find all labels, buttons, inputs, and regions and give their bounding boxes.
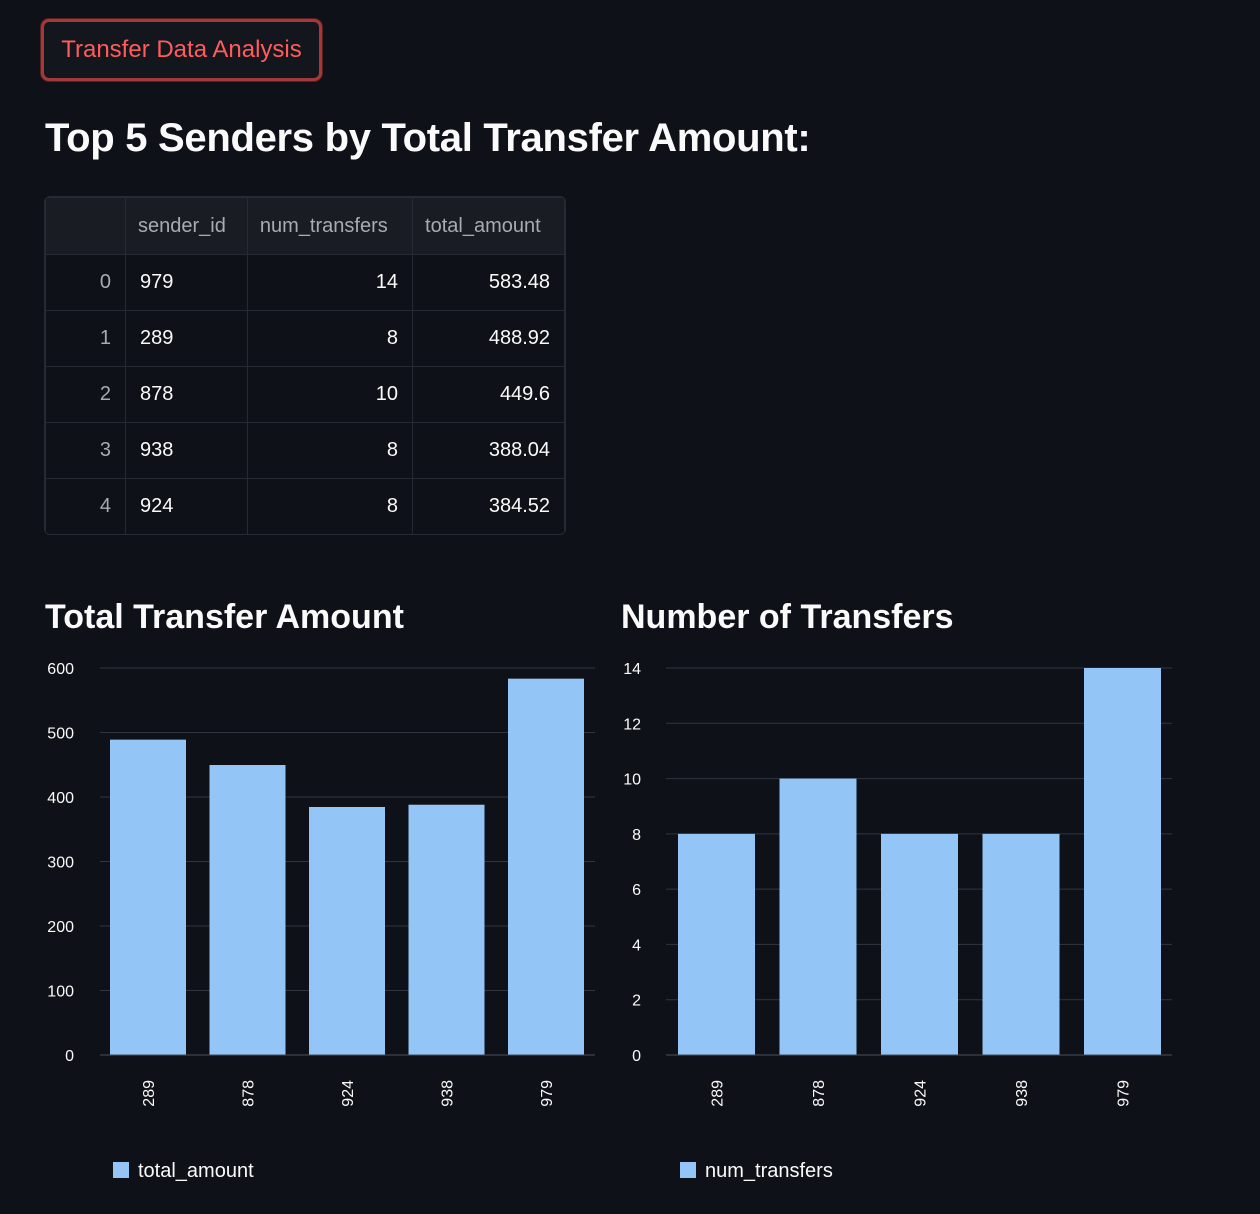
row-index: 1 bbox=[45, 310, 126, 367]
amount-chart-title: Total Transfer Amount bbox=[45, 598, 404, 636]
x-tick-label: 878 bbox=[811, 1080, 828, 1107]
bar bbox=[982, 833, 1060, 1055]
y-tick-label: 500 bbox=[47, 726, 74, 743]
senders-table[interactable]: sender_id num_transfers total_amount 0 9… bbox=[44, 196, 566, 535]
row-index: 4 bbox=[45, 478, 126, 534]
bar bbox=[309, 806, 385, 1055]
table-row[interactable]: 2 878 10 449.6 bbox=[45, 366, 565, 423]
x-tick-label: 289 bbox=[141, 1080, 158, 1107]
sender-id-cell[interactable]: 938 bbox=[125, 422, 248, 479]
y-tick-label: 14 bbox=[623, 661, 641, 678]
total-amount-cell[interactable]: 384.52 bbox=[412, 478, 565, 534]
row-index: 2 bbox=[45, 366, 126, 423]
total-amount-cell[interactable]: 388.04 bbox=[412, 422, 565, 479]
count-chart-title: Number of Transfers bbox=[621, 598, 954, 636]
num-transfers-cell[interactable]: 8 bbox=[246, 422, 414, 479]
num-transfers-cell[interactable]: 8 bbox=[246, 310, 414, 367]
bar bbox=[779, 778, 857, 1055]
table-row[interactable]: 3 938 8 388.04 bbox=[45, 422, 565, 479]
y-tick-label: 6 bbox=[632, 882, 641, 899]
x-tick-label: 979 bbox=[1116, 1080, 1133, 1107]
sender-id-cell[interactable]: 924 bbox=[125, 478, 248, 534]
x-tick-label: 924 bbox=[340, 1080, 357, 1107]
total-amount-cell[interactable]: 583.48 bbox=[412, 254, 565, 311]
y-tick-label: 300 bbox=[47, 855, 74, 872]
y-tick-label: 12 bbox=[623, 716, 641, 733]
column-header-index[interactable] bbox=[45, 197, 126, 255]
total-amount-cell[interactable]: 449.6 bbox=[412, 366, 565, 423]
legend-swatch bbox=[113, 1162, 129, 1178]
bar bbox=[678, 833, 755, 1055]
sender-id-cell[interactable]: 979 bbox=[125, 254, 248, 311]
y-tick-label: 100 bbox=[47, 984, 74, 1001]
bar bbox=[408, 804, 485, 1055]
page-title: Top 5 Senders by Total Transfer Amount: bbox=[45, 116, 811, 160]
bar bbox=[209, 765, 286, 1055]
y-tick-label: 0 bbox=[65, 1048, 74, 1065]
x-tick-label: 938 bbox=[1014, 1080, 1031, 1107]
num-transfers-cell[interactable]: 10 bbox=[246, 366, 414, 423]
sender-id-cell[interactable]: 289 bbox=[125, 310, 248, 367]
y-tick-label: 400 bbox=[47, 790, 74, 807]
bar bbox=[110, 739, 186, 1055]
table-row[interactable]: 1 289 8 488.92 bbox=[45, 310, 565, 367]
legend-label: total_amount bbox=[138, 1160, 254, 1182]
legend-swatch bbox=[680, 1162, 696, 1178]
bar bbox=[881, 833, 958, 1055]
table-row[interactable]: 0 979 14 583.48 bbox=[45, 254, 565, 311]
y-tick-label: 200 bbox=[47, 919, 74, 936]
x-tick-label: 878 bbox=[241, 1080, 258, 1107]
y-tick-label: 2 bbox=[632, 993, 641, 1010]
num-transfers-cell[interactable]: 14 bbox=[246, 254, 414, 311]
y-tick-label: 4 bbox=[632, 937, 641, 954]
row-index: 3 bbox=[45, 422, 126, 479]
x-tick-label: 938 bbox=[440, 1080, 457, 1107]
num-transfers-cell[interactable]: 8 bbox=[246, 478, 414, 534]
transfer-data-analysis-button[interactable]: Transfer Data Analysis bbox=[41, 19, 322, 81]
y-tick-label: 8 bbox=[632, 827, 641, 844]
y-tick-label: 10 bbox=[623, 772, 641, 789]
y-tick-label: 0 bbox=[632, 1048, 641, 1065]
table-row[interactable]: 4 924 8 384.52 bbox=[45, 478, 565, 534]
x-tick-label: 289 bbox=[710, 1080, 727, 1107]
sender-id-cell[interactable]: 878 bbox=[125, 366, 248, 423]
x-tick-label: 979 bbox=[539, 1080, 556, 1107]
y-tick-label: 600 bbox=[47, 661, 74, 678]
column-header-num-transfers[interactable]: num_transfers bbox=[246, 197, 414, 255]
legend-label: num_transfers bbox=[705, 1160, 833, 1182]
x-tick-label: 924 bbox=[913, 1080, 930, 1107]
total-amount-cell[interactable]: 488.92 bbox=[412, 310, 565, 367]
bar bbox=[508, 678, 584, 1055]
bar bbox=[1084, 668, 1161, 1055]
